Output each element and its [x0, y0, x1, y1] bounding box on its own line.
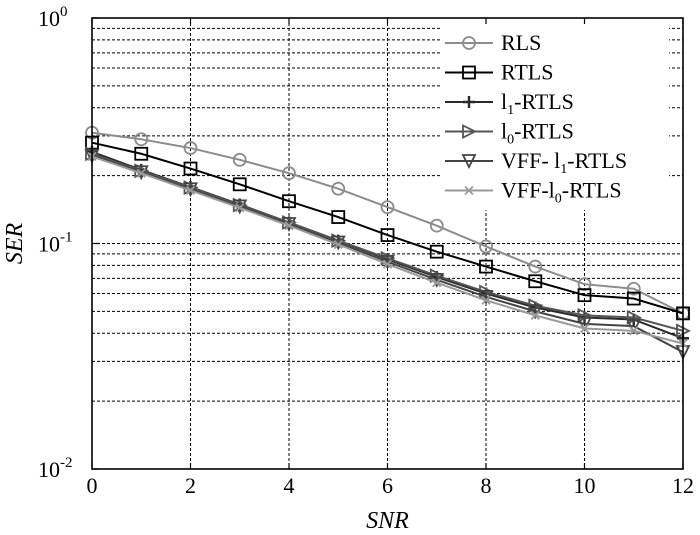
- x-tick-label: 8: [481, 473, 492, 498]
- legend-box: [441, 24, 669, 210]
- x-tick-label: 0: [87, 473, 98, 498]
- y-axis-label: SER: [2, 223, 28, 265]
- legend-entry: l0-RTLS: [445, 119, 574, 148]
- y-tick-label: 10-1: [38, 230, 73, 257]
- legend-entry: RTLS: [445, 60, 553, 85]
- legend-label: RLS: [501, 30, 541, 55]
- x-tick-label: 4: [284, 473, 295, 498]
- y-tick-label: 10-2: [38, 455, 73, 482]
- legend-label: VFF- l1-RTLS: [501, 148, 627, 177]
- data-point: [626, 281, 641, 296]
- series-line: [91, 131, 684, 315]
- data-point: [530, 310, 540, 321]
- x-tick-label: 10: [574, 473, 596, 498]
- data-point: [134, 146, 149, 161]
- data-point: [577, 277, 592, 292]
- y-tick-label: 100: [38, 4, 68, 31]
- data-point: [331, 181, 346, 196]
- data-point: [282, 194, 296, 209]
- legend-label: RTLS: [501, 60, 553, 85]
- legend-marker: [462, 124, 478, 139]
- legend-entry: VFF-l0-RTLS: [445, 178, 622, 207]
- series-rtls: [85, 135, 690, 321]
- data-point: [183, 161, 198, 176]
- data-point: [626, 319, 642, 335]
- data-point: [479, 259, 493, 274]
- data-point: [479, 239, 493, 254]
- data-point: [432, 278, 442, 288]
- legend-entry: RLS: [445, 30, 541, 55]
- data-point: [183, 141, 198, 155]
- x-tick-labels: 0 2 4 6 8 10 12: [87, 18, 694, 498]
- legend-marker: [462, 36, 476, 50]
- series-rls: [85, 125, 690, 321]
- legend-label: l1-RTLS: [501, 89, 574, 118]
- legend-label: l0-RTLS: [501, 119, 574, 148]
- data-point: [232, 152, 247, 167]
- legend-entry: l1-RTLS: [445, 89, 574, 118]
- data-point: [528, 274, 543, 289]
- data-point: [235, 203, 245, 213]
- data-point: [429, 244, 444, 259]
- series-line: [91, 141, 684, 315]
- legend-entry: VFF- l1-RTLS: [445, 148, 627, 177]
- series-line: [91, 152, 684, 332]
- x-tick-label: 6: [382, 473, 393, 498]
- legend-marker: [462, 65, 476, 80]
- legend-marker: [461, 154, 477, 170]
- data-point: [136, 168, 146, 178]
- data-point: [382, 259, 393, 269]
- x-tick-label: 12: [672, 473, 694, 498]
- data-point: [481, 295, 491, 305]
- data-point: [429, 218, 444, 233]
- data-point: [333, 239, 343, 250]
- data-point: [282, 166, 296, 181]
- series-layer: [84, 125, 692, 361]
- legend-label: VFF-l0-RTLS: [501, 178, 622, 207]
- data-point: [185, 185, 196, 196]
- data-point: [331, 210, 346, 224]
- data-point: [380, 228, 395, 242]
- legend-marker: [464, 185, 474, 196]
- data-point: [626, 291, 641, 306]
- y-tick-labels: 10-2 10-1 100: [38, 4, 99, 482]
- data-point: [380, 200, 395, 215]
- x-axis-label: SNR: [366, 508, 409, 534]
- data-point: [579, 323, 590, 334]
- data-point: [284, 221, 294, 231]
- legend-marker: [463, 96, 475, 108]
- data-point: [577, 288, 592, 303]
- x-tick-label: 2: [185, 473, 196, 498]
- data-point: [134, 132, 149, 147]
- data-point: [528, 259, 543, 274]
- series-vff-l0-rtls: [87, 151, 688, 349]
- data-point: [232, 177, 247, 192]
- data-point: [577, 317, 592, 332]
- data-point: [629, 326, 639, 336]
